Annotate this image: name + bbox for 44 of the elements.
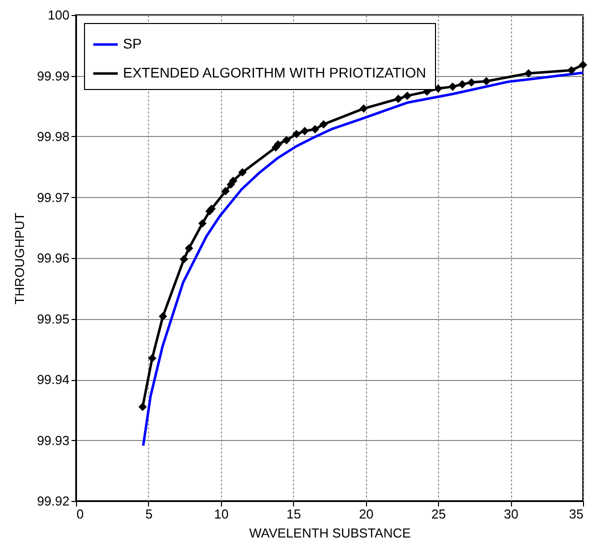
- point: [292, 130, 301, 138]
- y-tick-label: 99.99: [36, 68, 70, 84]
- point: [138, 402, 147, 412]
- x-tick-label: 5: [145, 506, 153, 522]
- point: [148, 354, 156, 362]
- y-tick-label: 99.93: [36, 432, 70, 448]
- point: [394, 94, 402, 104]
- point: [184, 244, 194, 252]
- point: [403, 92, 412, 100]
- point: [578, 60, 588, 69]
- point: [221, 186, 230, 196]
- x-tick-label: 20: [358, 506, 374, 522]
- x-tick-label: 10: [214, 506, 229, 522]
- point: [567, 66, 576, 74]
- x-axis-title: WAVELENTH SUBSTANCE: [249, 526, 412, 540]
- x-tick-label: 0: [76, 506, 84, 522]
- point: [458, 80, 467, 88]
- point: [524, 69, 533, 78]
- point: [282, 136, 291, 144]
- point: [360, 104, 368, 113]
- point: [482, 77, 491, 86]
- point: [158, 312, 168, 321]
- y-tick-label: 99.95: [36, 311, 70, 326]
- y-tick-label: 99.98: [36, 129, 70, 144]
- legend-label: SP: [123, 36, 142, 52]
- y-tick-label: 99.96: [36, 250, 70, 266]
- x-tick-label: 30: [504, 506, 518, 522]
- x-tick-label: 25: [431, 506, 446, 522]
- point: [448, 82, 457, 91]
- y-tick-label: 99.97: [36, 190, 70, 205]
- point: [300, 126, 309, 136]
- point: [238, 168, 247, 177]
- point: [180, 255, 188, 264]
- point: [310, 125, 320, 134]
- x-tick-label: 35: [569, 506, 584, 522]
- y-tick-label: 100: [48, 8, 70, 22]
- point: [467, 78, 476, 87]
- y-axis-title: THROUGHPUT: [12, 212, 27, 304]
- point: [198, 219, 207, 228]
- x-tick-label: 15: [286, 506, 302, 522]
- y-tick-label: 99.94: [36, 372, 70, 387]
- legend-label: EXTENDED ALGORITHM WITH PRIOTIZATION: [123, 64, 426, 80]
- point: [319, 120, 328, 129]
- y-tick-label: 99.92: [36, 494, 70, 508]
